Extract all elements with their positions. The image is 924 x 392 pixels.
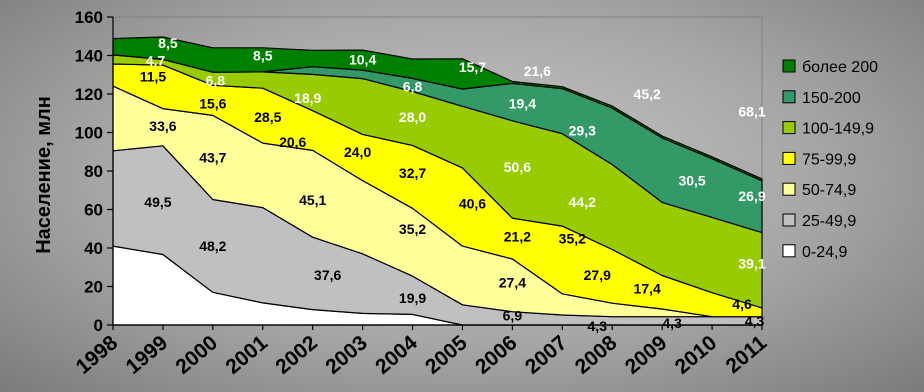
data-label: 48,2 <box>199 238 226 254</box>
data-label: 24,0 <box>344 144 371 160</box>
x-tick-label: 1998 <box>72 331 123 379</box>
data-label: 68,1 <box>738 103 765 119</box>
y-tick-label: 40 <box>84 239 103 258</box>
data-label: 43,7 <box>199 150 226 166</box>
legend-swatch <box>782 90 796 104</box>
x-tick-label: 2007 <box>521 331 572 379</box>
data-label: 21,2 <box>504 228 531 244</box>
data-label: 45,1 <box>299 192 326 208</box>
x-tick-label: 1999 <box>122 331 173 379</box>
data-label: 8,5 <box>158 35 178 51</box>
data-label: 17,4 <box>634 280 661 296</box>
data-label: 15,7 <box>459 59 486 75</box>
y-tick-label: 80 <box>84 162 103 181</box>
x-tick-label: 2011 <box>722 331 772 378</box>
data-label: 44,2 <box>569 194 596 210</box>
x-tick-label: 2000 <box>171 331 222 379</box>
y-tick-label: 20 <box>84 278 103 297</box>
data-label: 26,9 <box>738 188 765 204</box>
data-label: 30,5 <box>678 173 705 189</box>
area-series-6 <box>112 36 763 182</box>
y-tick-label: 140 <box>75 47 103 66</box>
data-label: 33,6 <box>149 118 176 134</box>
x-tick-label: 2001 <box>221 331 272 379</box>
data-label: 19,4 <box>509 96 536 112</box>
plot-area <box>112 16 763 326</box>
data-label: 27,9 <box>584 267 611 283</box>
data-label: 28,5 <box>254 109 281 125</box>
data-label: 19,9 <box>399 290 426 306</box>
data-label: 27,4 <box>499 275 526 291</box>
data-label: 4,3 <box>745 313 765 329</box>
y-tick-label: 0 <box>94 316 103 335</box>
legend-entry: более 200 <box>802 59 878 76</box>
y-axis: 0 20 40 60 80 100 120 140 160 <box>75 8 114 335</box>
data-label: 10,4 <box>349 51 376 67</box>
data-label: 49,5 <box>144 194 171 210</box>
data-label: 21,6 <box>524 63 551 79</box>
legend-swatch <box>782 121 796 135</box>
legend-entry: 50-74,9 <box>802 182 856 199</box>
data-label: 6,8 <box>403 78 423 94</box>
data-label: 50,6 <box>504 159 531 175</box>
y-tick-label: 60 <box>84 201 103 220</box>
x-tick-label: 2006 <box>471 331 522 379</box>
x-tick-label: 2009 <box>621 331 672 379</box>
x-axis: 1998 1999 2000 2001 2002 2003 2004 2005 2006 2007… <box>72 324 772 379</box>
legend-entry: 75-99,9 <box>802 151 856 168</box>
data-label: 29,3 <box>569 123 596 139</box>
data-label: 6,9 <box>503 307 523 323</box>
legend-entry: 150-200 <box>802 90 861 107</box>
legend-swatch <box>782 59 796 73</box>
y-tick-label: 120 <box>75 85 103 104</box>
data-label: 32,7 <box>399 165 426 181</box>
legend-entry: 100-149,9 <box>802 121 874 138</box>
x-tick-label: 2002 <box>271 331 322 379</box>
x-tick-label: 2010 <box>671 331 722 379</box>
data-label: 4,3 <box>662 315 682 331</box>
data-labels: 8,54,711,533,649,58,56,815,643,748,218,9… <box>140 35 766 334</box>
x-tick-label: 2003 <box>321 331 372 379</box>
x-tick-label: 2004 <box>371 331 422 379</box>
legend-swatch <box>782 182 796 196</box>
data-label: 45,2 <box>634 86 661 102</box>
data-label: 40,6 <box>459 196 486 212</box>
legend-entry: 0-24,9 <box>802 244 847 261</box>
legend: более 200 150-200 100-149,9 75-99,9 50-74,9 2… <box>782 59 878 261</box>
data-label: 15,6 <box>199 96 226 112</box>
legend-swatch <box>782 213 796 227</box>
x-tick-label: 2008 <box>571 331 622 379</box>
y-axis-title: Население, млн <box>33 96 55 254</box>
data-label: 4,3 <box>588 318 608 334</box>
legend-entry: 25-49,9 <box>802 213 856 230</box>
data-label: 20,6 <box>279 134 306 150</box>
y-tick-label: 160 <box>75 8 103 27</box>
legend-swatch <box>782 151 796 165</box>
data-label: 28,0 <box>399 109 426 125</box>
x-tick-label: 2005 <box>421 331 472 379</box>
data-label: 37,6 <box>314 267 341 283</box>
data-label: 4,6 <box>732 296 752 312</box>
data-label: 35,2 <box>399 221 426 237</box>
data-label: 4,7 <box>146 52 166 68</box>
data-label: 6,8 <box>206 73 226 89</box>
y-tick-label: 100 <box>75 124 103 143</box>
data-label: 18,9 <box>294 90 321 106</box>
data-label: 35,2 <box>559 230 586 246</box>
data-label: 39,1 <box>738 255 765 271</box>
legend-swatch <box>782 244 796 258</box>
data-label: 11,5 <box>140 69 167 85</box>
data-label: 8,5 <box>253 48 273 64</box>
